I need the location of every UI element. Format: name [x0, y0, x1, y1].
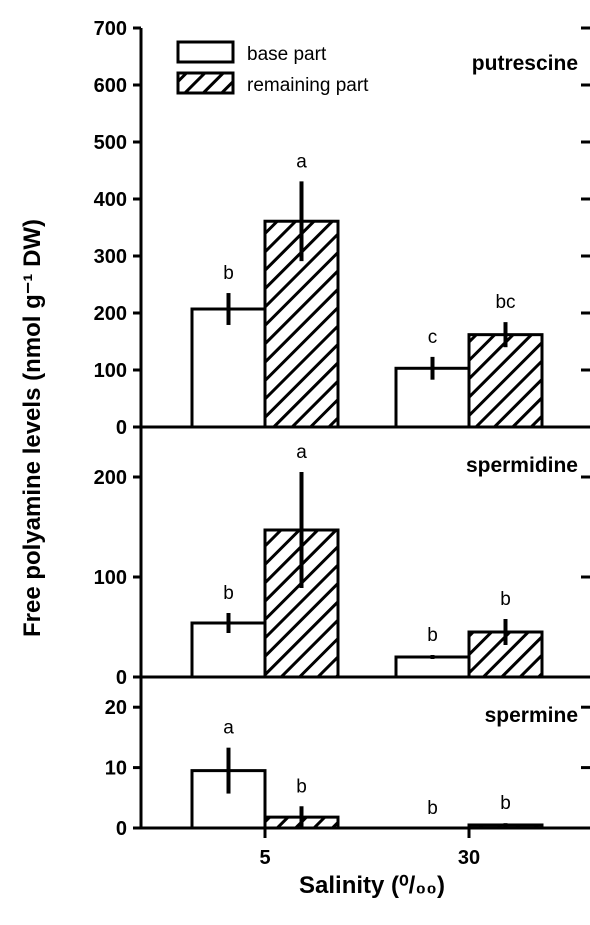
spermine-sig-label-base-part-30: b — [427, 798, 438, 819]
putrescine-y-tick-label-200: 200 — [94, 303, 127, 325]
spermidine-y-tick-label-200: 200 — [94, 467, 127, 489]
putrescine-y-tick-label-700: 700 — [94, 18, 127, 40]
putrescine-y-tick-label-500: 500 — [94, 132, 127, 154]
legend-swatch-remaining-part — [176, 71, 235, 95]
panel-title-putrescine: putrescine — [472, 52, 578, 75]
putrescine-y-tick-label-400: 400 — [94, 189, 127, 211]
spermidine-y-tick-label-100: 100 — [94, 567, 127, 589]
putrescine-sig-label-base-part-30: c — [428, 327, 438, 348]
putrescine-bar-remaining-part-30 — [467, 333, 544, 429]
putrescine-sig-label-remaining-part-5: a — [296, 151, 307, 172]
x-axis-title: Salinity (⁰/₀₀) — [299, 872, 445, 899]
x-tick-label-5: 5 — [259, 847, 270, 869]
putrescine-y-tick-label-0: 0 — [116, 417, 127, 439]
putrescine-y-tick-label-100: 100 — [94, 360, 127, 382]
spermine-y-tick-label-10: 10 — [105, 758, 127, 780]
y-axis-title: Free polyamine levels (nmol g⁻¹ DW) — [19, 219, 46, 637]
legend: base part remaining part — [176, 40, 369, 96]
x-tick-label-30: 30 — [458, 847, 480, 869]
spermine-sig-label-remaining-part-30: b — [500, 793, 511, 814]
spermidine-sig-label-base-part-5: b — [223, 583, 234, 604]
legend-swatch-base-part — [176, 40, 235, 64]
spermidine-bar-base-part-30 — [394, 655, 471, 679]
spermidine-sig-label-remaining-part-30: b — [500, 589, 511, 610]
putrescine-bar-base-part-5 — [190, 307, 267, 429]
spermidine-sig-label-remaining-part-5: a — [296, 442, 307, 463]
spermine-sig-label-remaining-part-5: b — [296, 776, 307, 797]
putrescine-y-tick-label-600: 600 — [94, 75, 127, 97]
spermine-y-tick-label-0: 0 — [116, 818, 127, 840]
spermine-sig-label-base-part-5: a — [223, 718, 234, 739]
putrescine-y-tick-label-300: 300 — [94, 246, 127, 268]
panel-title-spermine: spermine — [485, 704, 578, 727]
spermidine-y-tick-label-0: 0 — [116, 667, 127, 689]
putrescine-sig-label-base-part-5: b — [223, 263, 234, 284]
legend-label-remaining-part: remaining part — [247, 75, 369, 96]
panel-title-spermidine: spermidine — [466, 454, 578, 477]
legend-label-base-part: base part — [247, 44, 327, 65]
spermine-y-tick-label-20: 20 — [105, 697, 127, 719]
putrescine-sig-label-remaining-part-30: bc — [495, 292, 515, 313]
spermidine-sig-label-base-part-30: b — [427, 625, 438, 646]
